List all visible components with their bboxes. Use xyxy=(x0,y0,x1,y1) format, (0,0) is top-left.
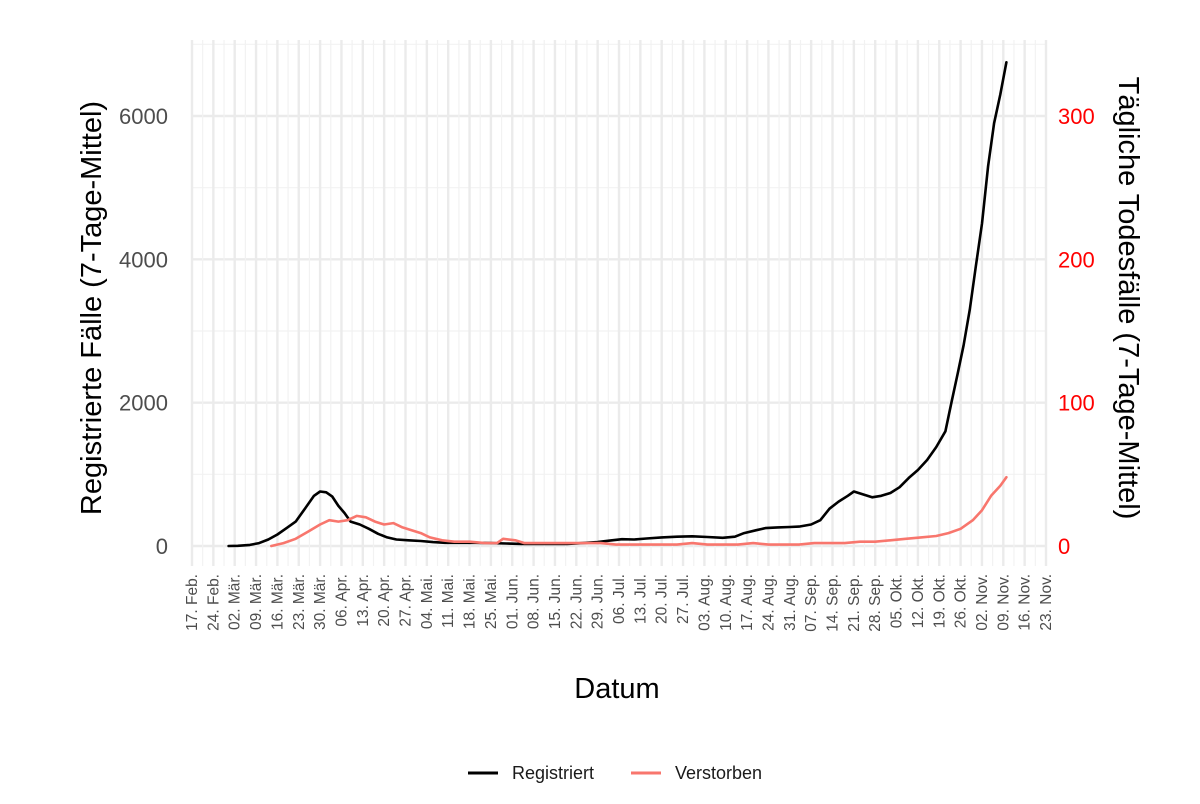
x-tick-label: 20. Apr. xyxy=(376,574,393,627)
x-tick-label: 24. Feb. xyxy=(205,574,222,631)
x-tick-label: 22. Jun. xyxy=(568,574,585,629)
x-tick-label: 11. Mai. xyxy=(440,574,457,628)
series-layer xyxy=(227,60,1008,548)
x-tick-label: 07. Sep. xyxy=(803,574,820,632)
series-line-verstorben xyxy=(269,475,1008,548)
x-tick-label: 13. Apr. xyxy=(355,574,372,627)
x-tick-label: 02. Nov. xyxy=(974,574,991,631)
x-tick-label: 31. Aug. xyxy=(782,574,799,631)
x-tick-label: 21. Sep. xyxy=(846,574,863,632)
x-tick-label: 17. Feb. xyxy=(184,574,201,631)
x-tick-label: 19. Okt. xyxy=(931,574,948,628)
left-y-tick-label: 0 xyxy=(156,534,168,559)
x-tick-label: 16. Mär. xyxy=(269,574,286,630)
x-tick-label: 25. Mai. xyxy=(483,574,500,629)
x-tick-label: 26. Okt. xyxy=(953,574,970,628)
x-tick-label: 09. Nov. xyxy=(995,574,1012,631)
right-y-axis: 0 100 200 300 xyxy=(1058,104,1095,559)
x-tick-label: 23. Nov. xyxy=(1038,574,1055,631)
x-tick-label: 15. Jun. xyxy=(547,574,564,629)
x-tick-label: 12. Okt. xyxy=(910,574,927,628)
x-tick-label: 04. Mai. xyxy=(419,574,436,629)
x-tick-label: 29. Jun. xyxy=(590,574,607,629)
x-tick-label: 16. Nov. xyxy=(1017,574,1034,631)
legend: Registriert Verstorben xyxy=(468,763,762,783)
x-tick-label: 18. Mai. xyxy=(462,574,479,629)
x-tick-label: 05. Okt. xyxy=(889,574,906,628)
x-tick-label: 30. Mär. xyxy=(312,574,329,630)
left-y-tick-label: 6000 xyxy=(119,104,168,129)
x-tick-label: 28. Sep. xyxy=(867,574,884,632)
x-tick-label: 24. Aug. xyxy=(760,574,777,631)
x-tick-label: 20. Jul. xyxy=(654,574,671,624)
left-y-tick-label: 4000 xyxy=(119,247,168,272)
legend-label-registriert: Registriert xyxy=(512,763,594,783)
x-tick-label: 27. Apr. xyxy=(398,574,415,627)
x-tick-label: 08. Jun. xyxy=(526,574,543,629)
right-y-tick-label: 300 xyxy=(1058,104,1095,129)
x-tick-label: 09. Mär. xyxy=(248,574,265,630)
x-tick-label: 02. Mär. xyxy=(227,574,244,630)
left-y-axis-title: Registrierte Fälle (7-Tage-Mittel) xyxy=(76,101,108,515)
x-tick-label: 10. Aug. xyxy=(718,574,735,631)
right-y-tick-label: 100 xyxy=(1058,391,1095,416)
left-y-tick-label: 2000 xyxy=(119,391,168,416)
x-tick-label: 06. Apr. xyxy=(333,574,350,627)
series-line-registriert xyxy=(227,60,1008,548)
left-y-axis: 0 2000 4000 6000 xyxy=(119,104,168,559)
x-tick-label: 13. Jul. xyxy=(632,574,649,624)
x-tick-label: 06. Jul. xyxy=(611,574,628,624)
right-y-axis-title: Tägliche Todesfälle (7-Tage-Mittel) xyxy=(1112,77,1144,520)
x-axis: 17. Feb. 24. Feb. 02. Mär. 09. Mär. 16. Mär.… xyxy=(184,574,1055,632)
x-tick-label: 03. Aug. xyxy=(696,574,713,631)
x-tick-label: 14. Sep. xyxy=(825,574,842,632)
right-y-tick-label: 0 xyxy=(1058,534,1070,559)
x-tick-label: 27. Jul. xyxy=(675,574,692,624)
x-tick-label: 17. Aug. xyxy=(739,574,756,631)
grid-layer xyxy=(190,40,1048,566)
x-tick-label: 23. Mär. xyxy=(291,574,308,630)
x-tick-label: 01. Jun. xyxy=(504,574,521,629)
right-y-tick-label: 200 xyxy=(1058,247,1095,272)
legend-label-verstorben: Verstorben xyxy=(675,763,762,783)
x-axis-title: Datum xyxy=(574,673,659,705)
